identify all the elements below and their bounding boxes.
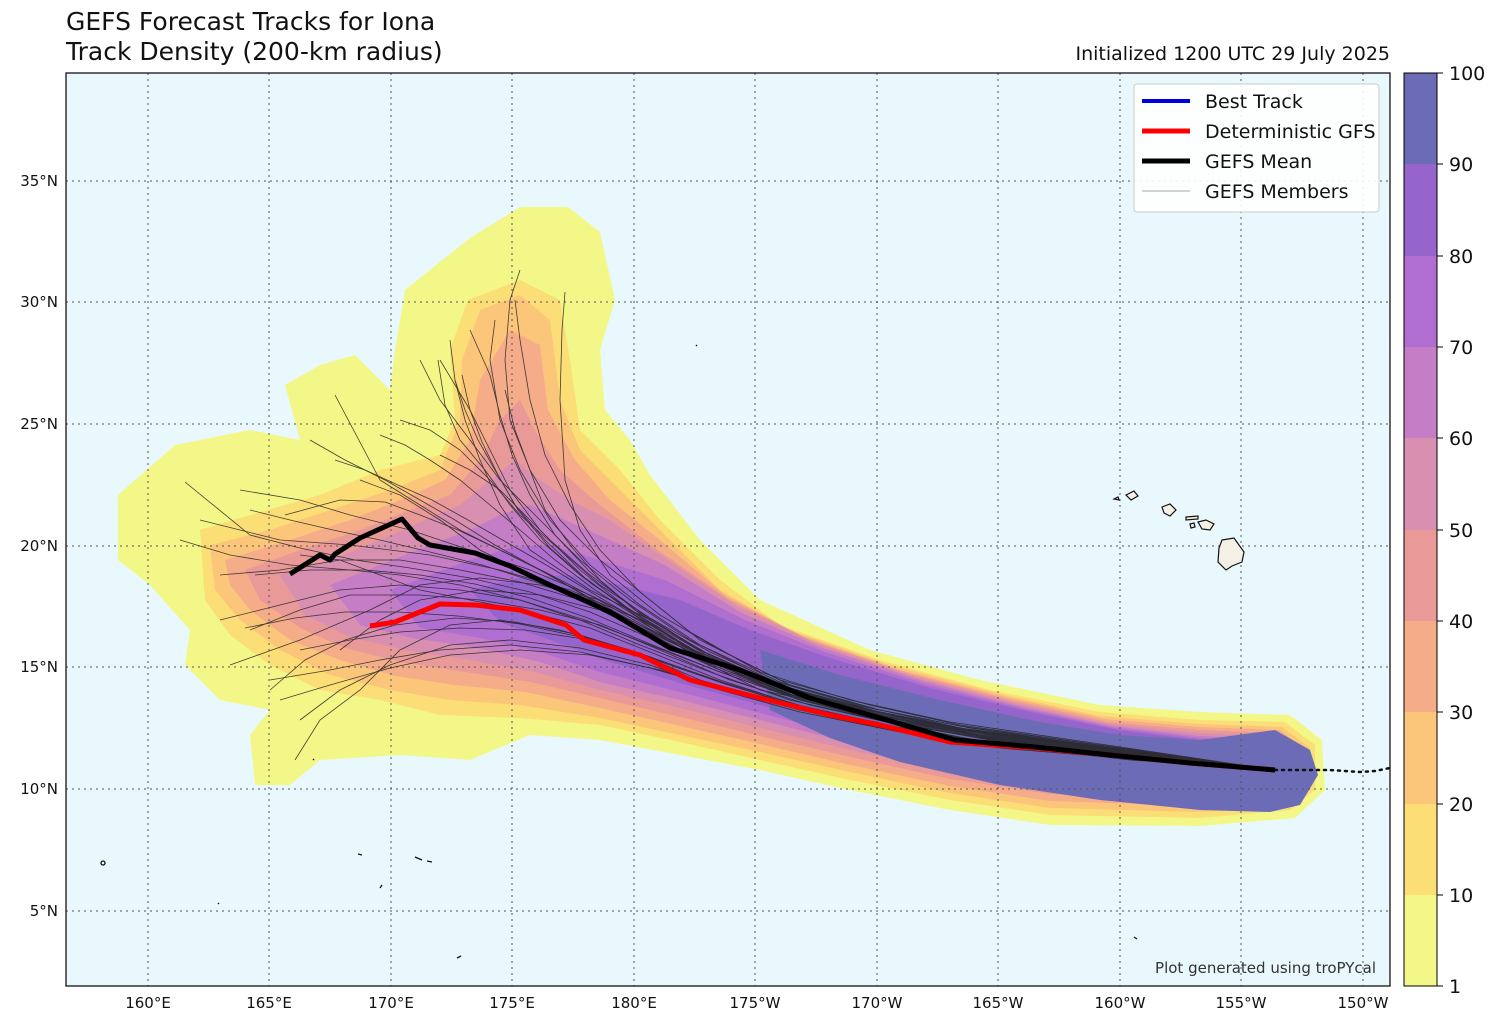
colorbar-segment — [1404, 347, 1437, 438]
x-tick-label: 150°W — [1338, 994, 1389, 1012]
hawaiian-islands — [1112, 490, 1245, 571]
y-tick-label: 10°N — [20, 780, 58, 798]
colorbar-segment — [1404, 164, 1437, 256]
colorbar-label: 60 — [1449, 428, 1473, 450]
colorbar-segment — [1404, 438, 1437, 530]
legend-label-best-track: Best Track — [1205, 91, 1303, 113]
island-hawaii — [1217, 537, 1245, 571]
colorbar-segment — [1404, 530, 1437, 621]
island-kauai — [1124, 490, 1139, 501]
colorbar-label: 50 — [1449, 520, 1473, 542]
density-band-90-100 — [760, 650, 1318, 812]
map-subtitle: Track Density (200-km radius) — [66, 37, 443, 66]
colorbar-segment — [1404, 895, 1437, 986]
y-tick-label: 15°N — [20, 658, 58, 676]
x-tick-label: 155°W — [1216, 994, 1267, 1012]
legend-label-gefs-members: GEFS Members — [1205, 181, 1348, 203]
y-tick-label: 20°N — [20, 537, 58, 555]
x-tick-label: 170°E — [368, 994, 414, 1012]
initialized-label: Initialized 1200 UTC 29 July 2025 — [1075, 43, 1391, 65]
colorbar-ticks — [1437, 72, 1443, 987]
colorbar-segment — [1404, 621, 1437, 712]
colorbar-labels: 1 10 20 30 40 50 60 70 80 90 100 — [1449, 63, 1485, 998]
legend-label-gefs-mean: GEFS Mean — [1205, 151, 1312, 173]
x-tick-label: 175°E — [489, 994, 535, 1012]
legend-box — [1133, 83, 1380, 213]
island-niihau — [1112, 496, 1120, 501]
x-tick-label: 165°E — [246, 994, 292, 1012]
credit-text: Plot generated using troPYcal — [1155, 959, 1376, 977]
colorbar-segment — [1404, 73, 1437, 164]
gefs-mean-track — [288, 516, 1276, 773]
island-oahu — [1161, 503, 1177, 517]
small-islands — [100, 344, 1138, 959]
island-maui — [1197, 519, 1215, 531]
colorbar-segment — [1404, 804, 1437, 895]
colorbar-segments — [1404, 73, 1437, 986]
colorbar: 1 10 20 30 40 50 60 70 80 90 100 — [1403, 63, 1485, 998]
colorbar-label: 100 — [1449, 63, 1485, 85]
colorbar-label: 10 — [1449, 885, 1473, 907]
plot-frame — [65, 72, 1391, 987]
x-tick-label: 170°W — [852, 994, 903, 1012]
colorbar-label: 40 — [1449, 611, 1473, 633]
colorbar-label: 30 — [1449, 702, 1473, 724]
island-lanai — [1189, 522, 1196, 529]
y-tick-label: 25°N — [20, 415, 58, 433]
island-molokai — [1185, 515, 1199, 521]
x-tick-label: 180°E — [611, 994, 657, 1012]
map-title: GEFS Forecast Tracks for Iona — [66, 7, 436, 36]
x-axis-labels: 160°E 165°E 170°E 175°E 180°E 175°W 170°… — [125, 994, 1388, 1012]
colorbar-segment — [1404, 256, 1437, 347]
colorbar-label: 1 — [1449, 976, 1461, 998]
x-tick-label: 160°W — [1095, 994, 1146, 1012]
colorbar-label: 20 — [1449, 794, 1473, 816]
x-tick-label: 175°W — [730, 994, 781, 1012]
colorbar-label: 90 — [1449, 154, 1473, 176]
y-tick-label: 30°N — [20, 293, 58, 311]
best-track-line — [1273, 766, 1392, 774]
y-tick-label: 5°N — [30, 902, 58, 920]
y-axis-labels: 5°N 10°N 15°N 20°N 25°N 30°N 35°N — [20, 172, 58, 920]
y-tick-label: 35°N — [20, 172, 58, 190]
colorbar-label: 80 — [1449, 246, 1473, 268]
colorbar-segment — [1404, 712, 1437, 804]
x-tick-label: 165°W — [973, 994, 1024, 1012]
x-tick-label: 160°E — [125, 994, 171, 1012]
legend: Best Track Deterministic GFS GEFS Mean G… — [1133, 83, 1380, 213]
legend-label-deterministic-gfs: Deterministic GFS — [1205, 121, 1376, 143]
colorbar-label: 70 — [1449, 337, 1473, 359]
